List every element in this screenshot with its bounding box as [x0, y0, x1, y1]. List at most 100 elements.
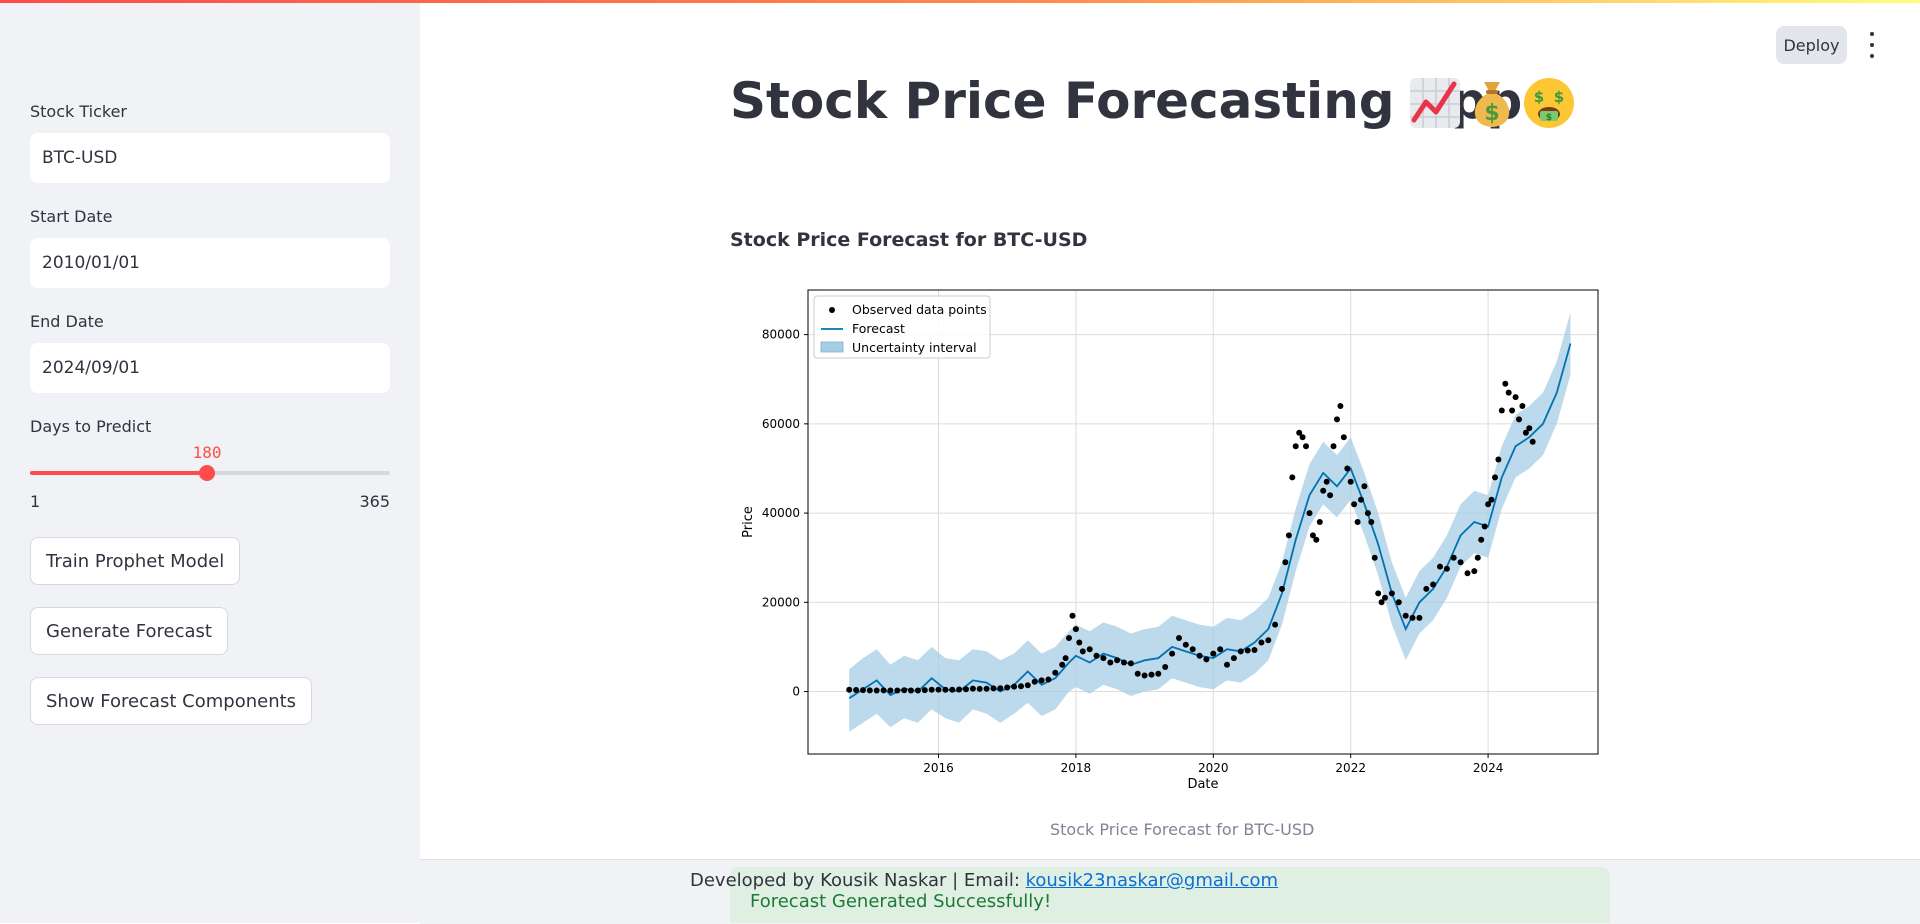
days-slider[interactable] [30, 465, 390, 481]
observed-point [1251, 647, 1258, 653]
observed-point [1203, 656, 1210, 663]
show-components-button[interactable]: Show Forecast Components [30, 677, 313, 725]
footer-credit-text: Developed by Kousik Naskar | Email: [690, 870, 1026, 891]
observed-point [1402, 612, 1409, 619]
observed-point [1127, 660, 1134, 667]
observed-point [1526, 425, 1533, 432]
observed-point [853, 687, 860, 693]
days-label: Days to Predict [30, 417, 152, 436]
x-tick-label: 2020 [1198, 761, 1229, 775]
observed-point [1361, 483, 1368, 490]
y-tick-label: 40000 [762, 506, 800, 520]
start-date-value: 2010/01/01 [42, 253, 140, 273]
ticker-input-value: BTC-USD [42, 148, 118, 168]
train-model-button[interactable]: Train Prophet Model [30, 537, 241, 585]
observed-point [949, 686, 956, 693]
y-tick-label: 0 [792, 685, 800, 699]
observed-point [1323, 478, 1330, 485]
legend-entry: Observed data points [852, 302, 987, 317]
observed-point [1364, 510, 1371, 517]
legend-entry: Uncertainty interval [852, 340, 977, 355]
observed-point [921, 687, 928, 694]
observed-point [880, 687, 887, 694]
observed-point [1492, 474, 1498, 481]
observed-point [1498, 407, 1505, 414]
observed-point [1265, 637, 1272, 644]
ticker-label: Stock Ticker [30, 102, 128, 121]
observed-point [1529, 438, 1536, 445]
observed-point [1169, 650, 1176, 657]
uncertainty-band [849, 312, 1571, 732]
y-tick-label: 20000 [762, 595, 800, 609]
observed-point [1210, 650, 1217, 657]
observed-point [1309, 532, 1316, 539]
observed-point [1292, 443, 1299, 450]
observed-point [976, 685, 983, 692]
y-tick-label: 60000 [762, 417, 800, 431]
observed-point [1375, 590, 1382, 597]
observed-point [1182, 641, 1189, 648]
observed-point [1079, 648, 1086, 655]
y-tick-label: 80000 [762, 328, 800, 342]
observed-point [1066, 635, 1072, 641]
ticker-input[interactable]: BTC-USD [30, 133, 390, 183]
x-tick-label: 2024 [1473, 761, 1504, 775]
observed-point [928, 686, 935, 693]
observed-point [1395, 599, 1402, 606]
start-date-label: Start Date [30, 207, 113, 226]
observed-point [1189, 646, 1196, 653]
observed-point [1320, 487, 1327, 494]
observed-point [1471, 568, 1478, 575]
money-bag-icon: $ [1474, 82, 1510, 127]
observed-point [1474, 554, 1481, 561]
observed-point [1018, 683, 1024, 690]
observed-point [1114, 657, 1121, 664]
observed-point [1121, 659, 1127, 666]
success-alert [730, 867, 1610, 923]
observed-point [956, 686, 963, 693]
observed-point [1347, 478, 1354, 485]
observed-point [935, 686, 942, 693]
observed-point [1306, 510, 1313, 517]
slider-thumb[interactable] [199, 465, 216, 481]
observed-point [1141, 672, 1148, 679]
end-date-label: End Date [30, 312, 104, 331]
email-link[interactable]: kousik23naskar@gmail.com [1025, 870, 1279, 891]
end-date-input[interactable]: 2024/09/01 [30, 343, 390, 393]
slider-min-label: 1 [30, 492, 41, 511]
generate-forecast-button[interactable]: Generate Forecast [30, 607, 228, 655]
observed-point [1272, 621, 1279, 628]
observed-point [1409, 614, 1416, 621]
observed-point [1378, 599, 1385, 606]
observed-point [1230, 655, 1237, 662]
svg-text:$: $ [1546, 113, 1552, 123]
observed-point [1457, 559, 1464, 566]
top-decoration-bar [0, 0, 1920, 3]
observed-point [908, 687, 914, 694]
observed-point [1481, 523, 1488, 530]
x-tick-label: 2018 [1061, 761, 1092, 775]
slider-value-label: 180 [192, 443, 222, 462]
observed-point [1337, 403, 1344, 409]
observed-point [1316, 519, 1323, 525]
start-date-input[interactable]: 2010/01/01 [30, 238, 390, 288]
observed-point [1076, 639, 1083, 646]
observed-point [1059, 661, 1066, 668]
observed-point [1045, 676, 1052, 683]
more-vertical-icon[interactable] [1862, 32, 1882, 58]
observed-point [1351, 501, 1358, 508]
observed-point [1430, 581, 1437, 588]
observed-point [1416, 614, 1423, 621]
svg-text:$: $ [1554, 88, 1564, 106]
deploy-button[interactable]: Deploy [1776, 26, 1847, 64]
observed-point [1505, 389, 1512, 396]
legend-box [813, 295, 991, 359]
observed-point [1423, 585, 1430, 592]
observed-point [1495, 456, 1502, 463]
observed-point [1086, 646, 1093, 653]
observed-point [1289, 474, 1296, 481]
slider-fill [30, 471, 208, 475]
observed-point [1134, 670, 1141, 677]
x-tick-label: 2022 [1335, 761, 1366, 775]
observed-point [1313, 536, 1320, 543]
